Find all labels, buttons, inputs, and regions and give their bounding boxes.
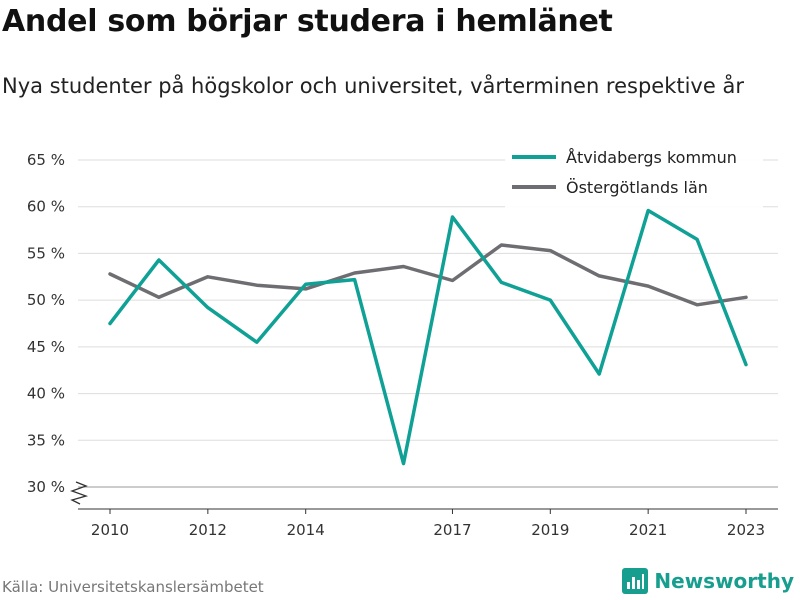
y-tick-label: 55 % (27, 244, 65, 262)
x-tick-label: 2010 (91, 521, 129, 539)
chart-subtitle: Nya studenter på högskolor och universit… (2, 74, 744, 98)
y-axis-tick-labels: 30 % 35 % 40 % 45 % 50 % 55 % 60 % 65 % (27, 151, 89, 505)
series-lines (108, 208, 748, 466)
axis-break-marker (70, 481, 89, 505)
newsworthy-logo-icon (622, 568, 649, 594)
series-line (108, 243, 748, 307)
x-tick-label: 2023 (727, 521, 765, 539)
x-tick-label: 2017 (433, 521, 471, 539)
y-tick-label: 60 % (27, 198, 65, 216)
legend-label: Östergötlands län (566, 178, 708, 197)
x-tick-label: 2019 (531, 521, 569, 539)
x-tick-label: 2012 (189, 521, 227, 539)
chart-title: Andel som börjar studera i hemlänet (2, 4, 613, 39)
y-tick-label: 65 % (27, 151, 65, 169)
y-tick-label: 30 % (27, 478, 65, 496)
x-tick-label: 2021 (629, 521, 667, 539)
legend: Åtvidabergs kommun Östergötlands län (505, 142, 763, 208)
y-tick-label: 50 % (27, 291, 65, 309)
x-axis: 2010 2012 2014 2017 2019 2021 2023 (78, 508, 778, 539)
y-tick-label: 45 % (27, 338, 65, 356)
y-tick-label: 35 % (27, 431, 65, 449)
x-tick-label: 2014 (287, 521, 325, 539)
brand-name: Newsworthy (654, 569, 794, 593)
y-tick-label: 40 % (27, 385, 65, 403)
grid (78, 159, 778, 488)
legend-label: Åtvidabergs kommun (566, 148, 737, 167)
brand-logo[interactable]: Newsworthy (622, 568, 794, 594)
legend-background (505, 142, 763, 208)
series-line (108, 208, 748, 466)
source-note: Källa: Universitetskanslersämbetet (2, 578, 264, 596)
